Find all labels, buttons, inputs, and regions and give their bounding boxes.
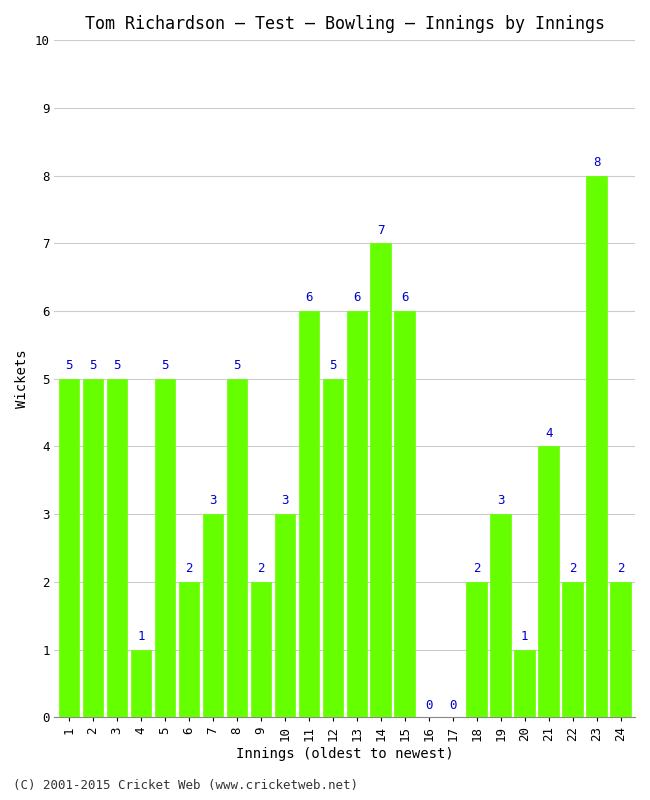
Bar [610, 582, 630, 718]
Text: 2: 2 [569, 562, 577, 575]
Bar [179, 582, 199, 718]
Bar [562, 582, 583, 718]
Text: 5: 5 [113, 359, 120, 372]
Text: 0: 0 [425, 699, 432, 712]
Text: 6: 6 [353, 291, 361, 304]
X-axis label: Innings (oldest to newest): Innings (oldest to newest) [236, 747, 454, 761]
Bar [298, 311, 319, 718]
Y-axis label: Wickets: Wickets [15, 350, 29, 408]
Text: 6: 6 [401, 291, 408, 304]
Text: 0: 0 [449, 699, 456, 712]
Bar [203, 514, 223, 718]
Bar [131, 650, 151, 718]
Text: 1: 1 [137, 630, 144, 643]
Title: Tom Richardson – Test – Bowling – Innings by Innings: Tom Richardson – Test – Bowling – Inning… [84, 15, 604, 33]
Text: 3: 3 [281, 494, 289, 507]
Bar [107, 378, 127, 718]
Text: 5: 5 [161, 359, 168, 372]
Bar [586, 175, 607, 718]
Text: 1: 1 [521, 630, 528, 643]
Text: 5: 5 [65, 359, 73, 372]
Text: 4: 4 [545, 426, 552, 440]
Text: (C) 2001-2015 Cricket Web (www.cricketweb.net): (C) 2001-2015 Cricket Web (www.cricketwe… [13, 779, 358, 792]
Bar [346, 311, 367, 718]
Bar [514, 650, 535, 718]
Bar [370, 243, 391, 718]
Text: 2: 2 [185, 562, 192, 575]
Text: 3: 3 [497, 494, 504, 507]
Bar [491, 514, 511, 718]
Text: 2: 2 [473, 562, 480, 575]
Bar [227, 378, 247, 718]
Text: 6: 6 [305, 291, 313, 304]
Bar [322, 378, 343, 718]
Text: 5: 5 [89, 359, 97, 372]
Text: 5: 5 [233, 359, 240, 372]
Bar [155, 378, 175, 718]
Text: 8: 8 [593, 156, 601, 169]
Bar [83, 378, 103, 718]
Text: 5: 5 [329, 359, 337, 372]
Text: 2: 2 [257, 562, 265, 575]
Bar [250, 582, 271, 718]
Text: 2: 2 [617, 562, 625, 575]
Bar [467, 582, 487, 718]
Bar [538, 446, 559, 718]
Bar [58, 378, 79, 718]
Bar [395, 311, 415, 718]
Text: 3: 3 [209, 494, 216, 507]
Bar [274, 514, 295, 718]
Text: 7: 7 [377, 223, 384, 237]
